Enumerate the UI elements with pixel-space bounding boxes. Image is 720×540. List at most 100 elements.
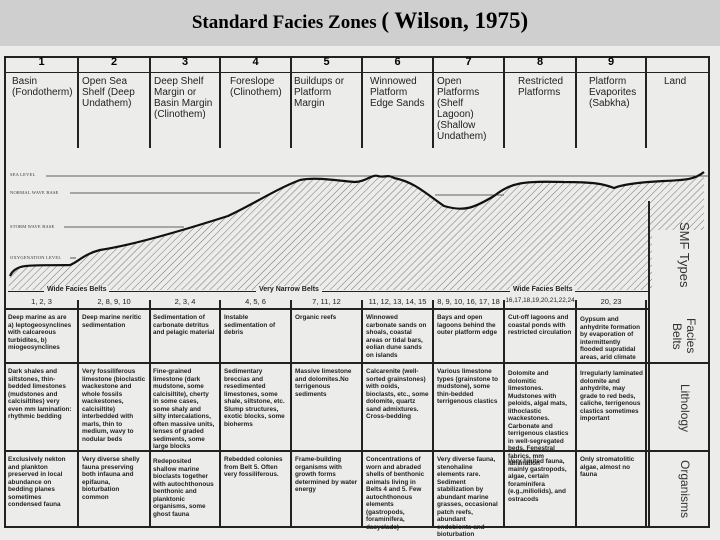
row-label-lithology: Lithology xyxy=(678,383,692,433)
frame-right xyxy=(708,56,710,528)
col-divider xyxy=(219,56,221,148)
label-col-divider xyxy=(648,201,650,528)
page-title: Standard Facies Zones ( Wilson, 1975) xyxy=(0,8,720,34)
col-divider xyxy=(645,56,647,148)
facies-cell: Deep marine as are a) leptogeosynclines … xyxy=(8,314,72,351)
zone-name: Basin (Fondotherm) xyxy=(12,76,73,98)
lithology-cell: Sedimentary breccias and resedimented li… xyxy=(224,368,285,428)
facies-cell: Gypsum and anhydrite formation by evapor… xyxy=(580,316,641,361)
col-divider xyxy=(645,300,647,528)
zone-number: 4 xyxy=(252,56,259,68)
smf-cell: 2, 3, 4 xyxy=(174,297,196,306)
col-divider xyxy=(149,56,151,148)
col-divider xyxy=(575,56,577,148)
frame-left xyxy=(4,56,6,528)
lithology-cell: Very fossiliferous limestone (bioclastic… xyxy=(82,368,146,443)
col-divider xyxy=(219,300,221,528)
organisms-cell: Only stromatolitic algae, almost no faun… xyxy=(580,456,635,478)
row-divider xyxy=(4,450,710,452)
zone-name: Open Sea Shelf (Deep Undathem) xyxy=(82,76,135,109)
depth-profile xyxy=(8,171,710,290)
smf-cell: 4, 5, 6 xyxy=(245,297,266,306)
belt-label-narrow: Very Narrow Belts xyxy=(256,286,322,293)
belt-line xyxy=(8,291,648,292)
organisms-cell: Redeposited shallow marine bioclasts tog… xyxy=(153,458,214,518)
organisms-cell: Rebedded colonies from Belt 5. Often ver… xyxy=(224,456,283,478)
belt-label-wide-2: Wide Facies Belts xyxy=(510,286,576,293)
smf-cell: 2, 8, 9, 10 xyxy=(97,297,131,306)
belt-label-wide-1: Wide Facies Belts xyxy=(44,286,110,293)
organisms-cell: Exclusively nekton and plankton preserve… xyxy=(8,456,66,508)
row-label-smf-types: SMF Types xyxy=(677,222,692,288)
storm-wave-base-label: STORM WAVE BASE xyxy=(10,224,55,229)
smf-cell: 16,17,18,19,20,21,22,24 xyxy=(505,297,575,304)
header-divider xyxy=(4,72,710,73)
facies-cell: Deep marine neritic sedimentation xyxy=(82,314,142,329)
facies-grid: 1 2 3 4 5 6 7 8 9 Basin (Fondotherm) Ope… xyxy=(4,56,710,538)
zone-name: Open Platforms (Shelf Lagoon) (Shallow U… xyxy=(437,76,487,142)
frame-bottom xyxy=(4,526,710,528)
row-label-organisms: Organisms xyxy=(678,459,692,518)
col-divider xyxy=(290,300,292,528)
zone-number: 8 xyxy=(536,56,544,68)
facies-cell: Instable sedimentation of debris xyxy=(224,314,276,336)
normal-wave-base-label: NORMAL WAVE BASE xyxy=(10,190,59,195)
facies-cell: Winnowed carbonate sands on shoals, coas… xyxy=(366,314,427,359)
zone-name: Winnowed Platform Edge Sands xyxy=(370,76,425,109)
frame-top xyxy=(4,56,710,58)
zone-name: Restricted Platforms xyxy=(518,76,564,98)
col-divider xyxy=(503,300,505,528)
facies-diagram: 1 2 3 4 5 6 7 8 9 Basin (Fondotherm) Ope… xyxy=(0,46,720,540)
smf-cell: 8, 9, 10, 16, 17, 18 xyxy=(437,297,500,306)
organisms-cell: Frame-building organisms with growth for… xyxy=(295,456,358,493)
facies-cell: Cut-off lagoons and coastal ponds with r… xyxy=(508,314,572,336)
zone-name: Deep Shelf Margin or Basin Margin (Clino… xyxy=(154,76,213,120)
lithology-cell: Irregularly laminated dolomite and anhyd… xyxy=(580,370,643,422)
smf-cell: 7, 11, 12 xyxy=(312,297,341,306)
zone-number: 2 xyxy=(110,56,118,68)
zone-name: Land xyxy=(664,76,687,87)
title-citation: ( Wilson, 1975) xyxy=(381,8,529,33)
smf-cell: 11, 12, 13, 14, 15 xyxy=(368,297,427,306)
row-label-facies-belts: Facies Belts xyxy=(670,318,698,354)
zone-number: 1 xyxy=(38,56,45,68)
lithology-cell: Dark shales and siltstones, thin-bedded … xyxy=(8,368,72,420)
row-divider xyxy=(4,308,648,310)
col-divider xyxy=(77,56,79,148)
lithology-cell: Fine-grained limestone (dark mudstone, s… xyxy=(153,368,215,450)
zone-number: 3 xyxy=(181,56,189,68)
col-divider xyxy=(361,56,363,148)
organisms-cell: Very diverse shelly fauna preserving bot… xyxy=(82,456,140,501)
col-divider xyxy=(290,56,292,148)
smf-cell: 20, 23 xyxy=(600,297,622,306)
col-divider xyxy=(149,300,151,528)
zone-number: 6 xyxy=(394,56,401,68)
facies-cell: Sedimentation of carbonate detritus and … xyxy=(153,314,215,336)
lithology-cell: Calcarenite (well-sorted grainstones) wi… xyxy=(366,368,429,420)
col-divider xyxy=(432,56,434,148)
smf-cell: 1, 2, 3 xyxy=(31,297,52,306)
lithology-cell: Various limestone types (grainstone to m… xyxy=(437,368,499,405)
organisms-cell: Very limited fauna, mainly gastropods, a… xyxy=(508,458,567,503)
col-divider xyxy=(575,300,577,528)
zone-number: 5 xyxy=(323,56,330,68)
facies-cell: Organic reefs xyxy=(295,314,337,321)
zone-name: Platform Evaporites (Sabkha) xyxy=(589,76,637,109)
col-divider xyxy=(432,300,434,528)
organisms-cell: Very diverse fauna, stenohaline elements… xyxy=(437,456,498,538)
facies-cell: Bays and open lagoons behind the outer p… xyxy=(437,314,498,336)
zone-number: 7 xyxy=(465,56,472,68)
sea-level-label: SEA LEVEL xyxy=(10,172,36,177)
zone-name: Foreslope (Clinothem) xyxy=(230,76,282,98)
organisms-cell: Concentrations of worn and abraded shell… xyxy=(366,456,425,531)
row-divider xyxy=(4,362,710,364)
zone-number: 9 xyxy=(607,56,615,68)
oxygenation-level-label: OXYGENATION LEVEL xyxy=(10,255,62,260)
title-main: Standard Facies Zones xyxy=(191,12,377,33)
lithology-cell: Dolomite and dolomitic limestones. Mudst… xyxy=(508,370,569,467)
col-divider xyxy=(77,300,79,528)
lithology-cell: Massive limestone and dolomites.No terri… xyxy=(295,368,352,398)
zone-name: Buildups or Platform Margin xyxy=(294,76,345,109)
col-divider xyxy=(361,300,363,528)
col-divider xyxy=(503,56,505,148)
